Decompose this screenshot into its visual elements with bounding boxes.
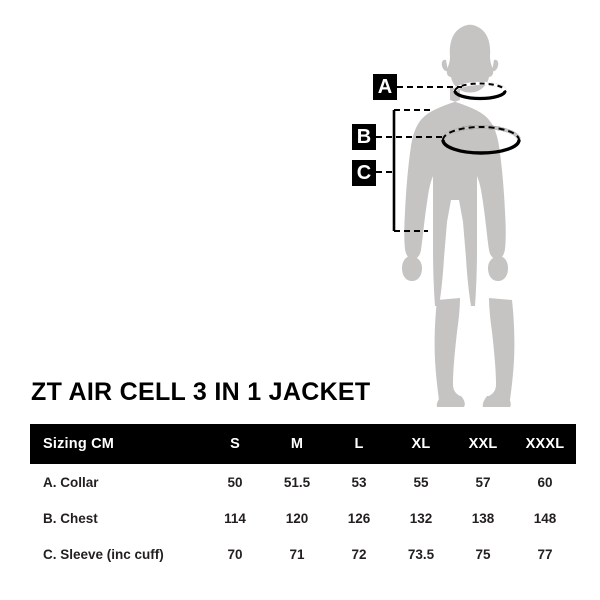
body-measurement-diagram: A B C <box>352 24 521 407</box>
column-header-sizing: Sizing CM <box>43 436 115 452</box>
measurement-label-b: B <box>352 124 376 150</box>
cell-collar-xxxl: 60 <box>537 474 553 490</box>
cell-collar-s: 50 <box>227 474 243 490</box>
sizing-table-body: A. Collar 50 51.5 53 55 57 60 B. Chest 1… <box>30 464 576 572</box>
row-label-sleeve: C. Sleeve (inc cuff) <box>43 546 164 562</box>
cell-chest-xl: 132 <box>409 510 433 526</box>
cell-sleeve-xl: 73.5 <box>407 546 435 562</box>
cell-sleeve-s: 70 <box>227 546 243 562</box>
column-header-xl: XL <box>411 436 431 452</box>
table-header-row: Sizing CM S M L XL XXL XXXL <box>30 424 576 464</box>
measurement-label-a: A <box>373 74 397 100</box>
cell-collar-xl: 55 <box>413 474 429 490</box>
measurement-label-c: C <box>352 160 376 186</box>
chest-ellipse-dash-overlay <box>442 126 520 141</box>
cell-sleeve-xxl: 75 <box>475 546 491 562</box>
cell-sleeve-m: 71 <box>289 546 305 562</box>
cell-collar-l: 53 <box>351 474 367 490</box>
column-header-l: L <box>354 436 364 452</box>
cell-chest-l: 126 <box>347 510 371 526</box>
table-row: A. Collar 50 51.5 53 55 57 60 <box>30 464 576 500</box>
table-row: B. Chest 114 120 126 132 138 148 <box>30 500 576 536</box>
cell-sleeve-l: 72 <box>351 546 367 562</box>
cell-collar-m: 51.5 <box>283 474 311 490</box>
sizing-table: Sizing CM S M L XL XXL XXXL A. Collar 50… <box>30 424 576 572</box>
column-header-s: S <box>230 436 240 452</box>
column-header-m: M <box>290 436 304 452</box>
row-label-collar: A. Collar <box>43 474 99 490</box>
male-body-silhouette-icon <box>402 24 515 407</box>
cell-chest-s: 114 <box>224 510 246 526</box>
row-label-chest: B. Chest <box>43 510 98 526</box>
table-row: C. Sleeve (inc cuff) 70 71 72 73.5 75 77 <box>30 536 576 572</box>
column-header-xxxl: XXXL <box>525 436 565 452</box>
page-title: ZT AIR CELL 3 IN 1 JACKET <box>31 378 371 406</box>
column-header-xxl: XXL <box>468 436 498 452</box>
cell-collar-xxl: 57 <box>475 474 491 490</box>
cell-chest-xxl: 138 <box>471 510 495 526</box>
cell-chest-xxxl: 148 <box>533 510 557 526</box>
cell-sleeve-xxxl: 77 <box>537 546 553 562</box>
cell-chest-m: 120 <box>285 510 309 526</box>
sizing-table-head: Sizing CM S M L XL XXL XXXL <box>30 424 576 464</box>
